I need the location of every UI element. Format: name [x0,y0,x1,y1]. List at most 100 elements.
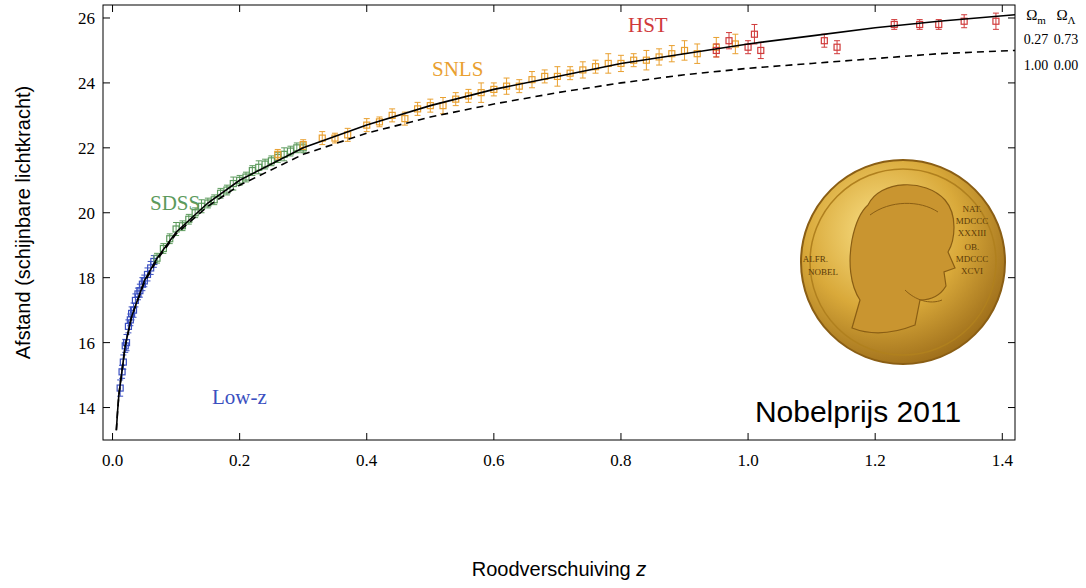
y-tick [103,407,110,408]
y-tick [103,82,110,83]
model-line [116,15,1015,431]
data-point [682,47,688,53]
legend-header-sub: m [1037,14,1046,26]
x-tick-top [366,5,367,12]
x-axis-title: Roodverschuiving z [472,558,647,580]
legend-header: ΩΛ [1056,7,1075,26]
series-label: SNLS [432,57,483,81]
data-point [758,47,764,53]
y-tick-label: 24 [78,74,96,93]
y-tick [103,212,110,213]
x-tick-top [493,5,494,12]
annotation: Nobelprijs 2011 [755,395,961,428]
legend-header-sub: Λ [1068,14,1076,26]
medal-text: NOBEL [808,267,838,277]
medal-portrait-hair [870,203,938,215]
error-bar [275,149,281,159]
series-label: SDSS [150,191,200,215]
error-bar [580,62,586,78]
error-bar [694,44,700,63]
data-point [993,18,999,24]
x-axis-title-part: z [635,558,646,580]
error-bar [682,41,688,60]
error-bar [631,54,637,67]
y-axis-title: Afstand (schijnbare lichtkracht) [12,86,34,359]
data-point [834,44,840,50]
nobel-medal: ALFR.NOBELNAT.MDCCCXXXIIIOB.MDCCCXCVI [801,160,1005,364]
error-bar [961,15,967,28]
x-tick-label: 0.8 [610,451,631,470]
x-tick [493,433,494,440]
data-point [936,21,942,27]
y-tick-right [1008,147,1015,148]
x-tick-label: 0.4 [356,451,378,470]
error-bar [732,34,738,53]
medal-text: NAT. [962,204,981,214]
x-tick-top [112,5,113,12]
error-bar [516,80,522,93]
medal-disc [801,160,1005,364]
error-bar [669,46,675,62]
y-tick-right [1008,212,1015,213]
error-bar [389,109,395,122]
x-tick-top [748,5,749,12]
y-tick-label: 26 [78,9,95,28]
y-tick-right [1008,82,1015,83]
x-tick-label: 0.6 [483,451,504,470]
error-bar [917,20,923,30]
y-tick-right [1008,17,1015,18]
medal-rim [810,169,996,355]
error-bar [821,34,827,47]
error-bar [758,42,764,58]
medal-text: ALFR. [803,254,828,264]
chart-canvas: 0.00.20.40.60.81.01.21.414161820222426Ro… [0,0,1086,588]
error-bar [542,70,548,83]
error-bar [529,72,535,88]
y-tick-label: 20 [78,204,95,223]
data-point [726,38,732,44]
x-tick [366,433,367,440]
error-bar [593,60,599,73]
x-tick [620,433,621,440]
plot-marks [116,13,1015,430]
x-tick-top [239,5,240,12]
data-point [821,38,827,44]
x-tick [1002,433,1003,440]
y-tick-right [1008,407,1015,408]
legend-header-symbol: Ω [1056,7,1067,23]
x-tick-label: 0.0 [102,451,123,470]
y-tick [103,277,110,278]
x-tick-top [875,5,876,12]
y-tick [103,147,110,148]
legend-header-symbol: Ω [1026,7,1037,23]
legend-entry: 0.00 [1054,58,1079,73]
error-bar [834,41,840,54]
error-bar [751,24,757,43]
y-tick-label: 18 [78,269,95,288]
plot-frame [103,5,1015,440]
medal-portrait [850,185,955,333]
medal-text: MDCCC [956,216,989,226]
x-axis-title-part: Roodverschuiving [472,558,637,580]
error-bar [713,37,719,56]
legend-entry: 0.27 [1024,32,1049,47]
legend-entry: 1.00 [1024,58,1049,73]
data-point [751,31,757,37]
data-point [402,116,408,122]
y-tick-right [1008,277,1015,278]
y-tick-label: 16 [78,334,95,353]
error-bar [319,132,325,145]
error-bar [713,44,719,57]
y-tick [103,342,110,343]
y-tick [103,17,110,18]
error-bar [745,41,751,54]
medal-portrait-beard [905,290,942,302]
medal-text: XXXIII [958,228,987,238]
x-tick [112,433,113,440]
x-tick-label: 0.2 [229,451,250,470]
medal-text: MDCCC [956,254,989,264]
x-tick-label: 1.0 [737,451,758,470]
x-tick-top [620,5,621,12]
medal-text: XCVI [961,266,983,276]
data-point [275,151,281,157]
